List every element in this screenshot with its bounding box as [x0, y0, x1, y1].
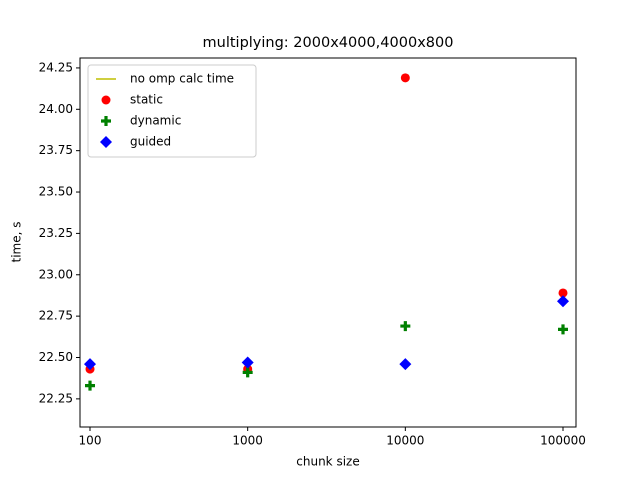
point — [558, 288, 568, 298]
legend-label: no omp calc time — [130, 72, 234, 86]
legend-label: dynamic — [130, 114, 181, 128]
legend-label: static — [130, 93, 163, 107]
y-tick-label: 24.00 — [39, 102, 73, 116]
legend-swatch — [101, 116, 111, 126]
legend-box — [87, 64, 257, 158]
x-axis-label: chunk size — [296, 455, 359, 469]
x-tick-label: 10000 — [386, 434, 424, 448]
legend: no omp calc time static dynamic guided — [87, 64, 257, 158]
y-tick-label: 24.25 — [39, 60, 73, 74]
legend-label: guided — [130, 135, 171, 149]
y-tick-label: 23.50 — [39, 185, 73, 199]
point — [558, 324, 569, 335]
x-tick-label: 100 — [79, 434, 102, 448]
legend-swatch — [100, 136, 112, 148]
point — [400, 73, 410, 83]
y-axis-label: time, s — [10, 222, 24, 263]
point — [242, 367, 253, 378]
y-tick-label: 23.25 — [39, 226, 73, 240]
point — [557, 295, 570, 308]
point — [84, 358, 97, 371]
point — [399, 358, 412, 371]
point — [400, 321, 411, 332]
y-tick-label: 23.00 — [39, 267, 73, 281]
point — [241, 356, 254, 369]
point — [85, 380, 96, 391]
chart-title: multiplying: 2000x4000,4000x800 — [203, 35, 454, 51]
y-tick-label: 23.75 — [39, 143, 73, 157]
x-tick-label: 1000 — [232, 434, 263, 448]
plot-frame — [79, 57, 577, 428]
x-tick-label: 100000 — [540, 434, 586, 448]
y-tick-label: 22.25 — [39, 391, 73, 405]
y-tick-label: 22.50 — [39, 350, 73, 364]
y-tick-label: 22.75 — [39, 309, 73, 323]
legend-swatch — [101, 95, 111, 105]
